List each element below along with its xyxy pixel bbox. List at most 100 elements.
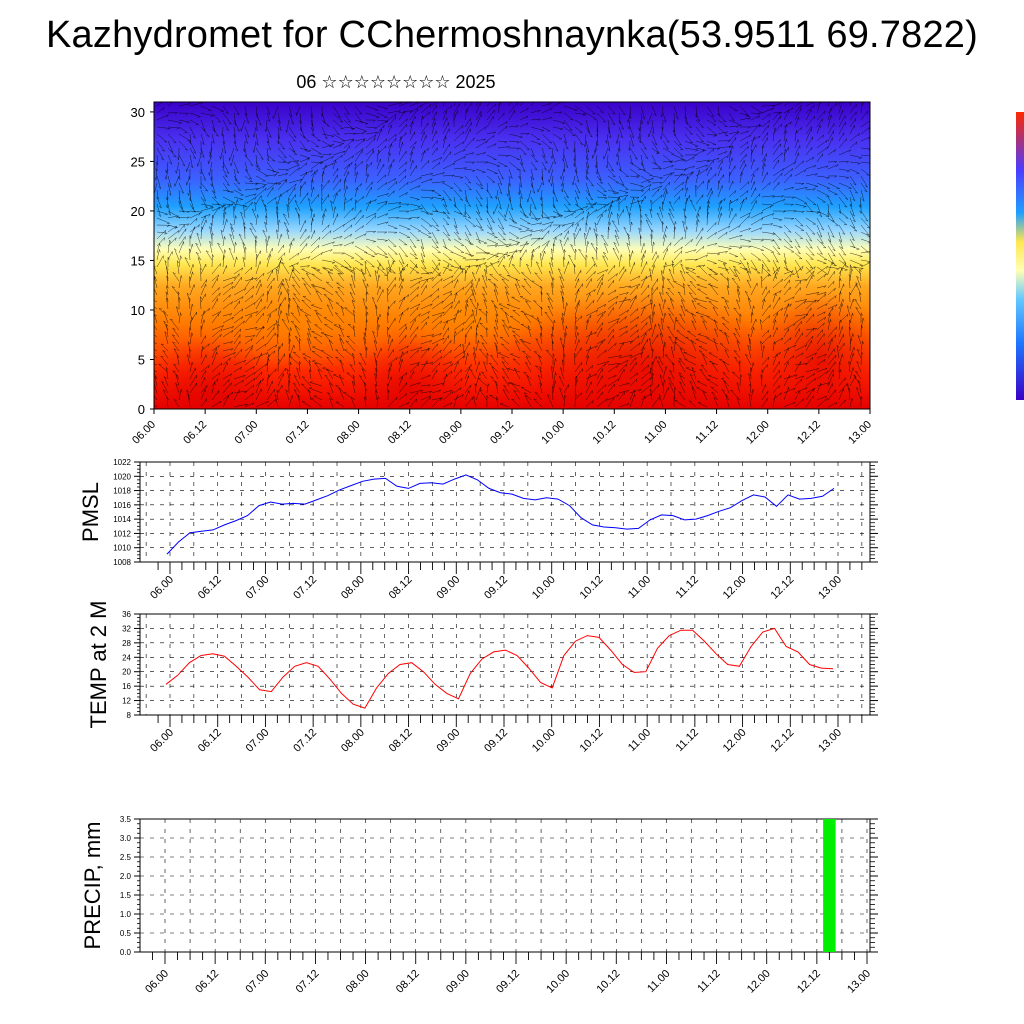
colorbar-swatch xyxy=(1016,112,1024,400)
x-tick-label: 12.00 xyxy=(721,727,749,755)
x-tick-label: 07.12 xyxy=(291,574,319,602)
x-tick-label: 10.00 xyxy=(539,419,567,447)
x-tick-label: 07.12 xyxy=(294,968,322,996)
precip-bar xyxy=(823,819,836,952)
y-tick-label: 0 xyxy=(138,402,145,417)
y-tick-label: 28 xyxy=(122,639,131,648)
y-tick-label: 3.0 xyxy=(120,834,132,843)
y-axis-title: TEMP at 2 M xyxy=(86,601,111,729)
y-tick-label: 25 xyxy=(131,154,145,169)
y-tick-label: 5 xyxy=(138,352,145,367)
y-tick-label: 1014 xyxy=(113,515,131,524)
y-tick-label: 1016 xyxy=(113,501,131,510)
y-tick-label: 16 xyxy=(122,682,131,691)
x-tick-label: 06.00 xyxy=(130,419,158,447)
x-tick-label: 09.00 xyxy=(434,574,462,602)
x-tick-label: 10.12 xyxy=(590,419,618,447)
x-tick-label: 09.12 xyxy=(494,968,522,996)
y-tick-label: 24 xyxy=(122,653,131,662)
x-tick-label: 08.12 xyxy=(394,968,422,996)
y-tick-label: 20 xyxy=(131,204,145,219)
x-tick-label: 12.00 xyxy=(744,419,772,447)
heatmap-warm-cores xyxy=(154,285,870,409)
x-tick-label: 11.00 xyxy=(645,968,672,995)
series-line xyxy=(165,627,834,709)
y-tick-label: 1.5 xyxy=(120,891,132,900)
x-tick-label: 10.12 xyxy=(578,574,606,602)
y-tick-label: 36 xyxy=(122,610,131,619)
x-tick-label: 11.00 xyxy=(626,574,653,601)
x-tick-label: 06.12 xyxy=(181,419,209,447)
y-tick-label: 20 xyxy=(122,668,131,677)
x-tick-label: 07.12 xyxy=(291,727,319,755)
x-tick-label: 08.12 xyxy=(387,727,415,755)
y-tick-label: 8 xyxy=(127,711,132,720)
y-tick-label: 0.0 xyxy=(120,948,132,957)
x-tick-label: 13.00 xyxy=(816,727,844,755)
x-tick-label: 10.00 xyxy=(530,727,558,755)
x-tick-label: 08.00 xyxy=(339,727,367,755)
x-tick-label: 12.12 xyxy=(768,727,796,755)
colorbar-legend xyxy=(1016,112,1024,400)
x-tick-label: 09.12 xyxy=(488,419,516,447)
y-tick-label: 15 xyxy=(131,253,145,268)
y-axis-title: PRECIP, mm xyxy=(80,822,105,950)
x-tick-label: 06.12 xyxy=(196,574,224,602)
y-tick-label: 2.0 xyxy=(120,872,132,881)
x-tick-label: 07.12 xyxy=(284,419,312,447)
y-tick-label: 1008 xyxy=(113,558,131,567)
y-tick-label: 3.5 xyxy=(120,815,132,824)
cross-section-panel: 0 5 10 15 20 25 30 06.00 06.12 07.00 07.12 08.00 08.… xyxy=(130,101,874,447)
x-tick-label: 11.12 xyxy=(693,419,720,446)
page-title: Kazhydromet for CChermoshnaynka(53.9511 … xyxy=(46,14,978,56)
y-tick-label: 1018 xyxy=(113,487,131,496)
x-tick-label: 08.00 xyxy=(344,968,372,996)
x-tick-label: 08.12 xyxy=(387,574,415,602)
y-tick-label: 32 xyxy=(122,624,131,633)
x-tick-label: 09.12 xyxy=(482,574,510,602)
x-tick-label: 12.00 xyxy=(745,968,773,996)
plot-frame xyxy=(139,461,871,563)
x-tick-label: 09.00 xyxy=(437,419,465,447)
series-line xyxy=(166,474,835,555)
x-tick-label: 06.00 xyxy=(148,727,176,755)
x-tick-label: 10.00 xyxy=(530,574,558,602)
x-tick-label: 12.00 xyxy=(721,574,749,602)
x-tick-label: 06.00 xyxy=(143,968,171,996)
temp-panel: 8 12 16 20 24 28 32 36 06.00 06.12 07.00 07.12 08.00… xyxy=(86,601,878,755)
x-tick-label: 09.00 xyxy=(434,727,462,755)
x-tick-label: 10.00 xyxy=(544,968,572,996)
x-tick-label: 08.00 xyxy=(335,419,363,447)
y-tick-label: 2.5 xyxy=(120,853,132,862)
x-tick-label: 10.12 xyxy=(594,968,622,996)
y-tick-label: 12 xyxy=(122,697,131,706)
y-tick-label: 1020 xyxy=(113,472,131,481)
x-tick-label: 11.12 xyxy=(674,574,701,601)
x-tick-label: 07.00 xyxy=(244,574,272,602)
x-tick-label: 06.00 xyxy=(148,574,176,602)
x-tick-label: 11.12 xyxy=(695,968,722,995)
y-tick-label: 30 xyxy=(131,105,145,120)
chart-subtitle: 06 ☆☆☆☆☆☆☆☆ 2025 xyxy=(296,72,496,92)
y-tick-label: 1010 xyxy=(113,544,131,553)
y-tick-label: 10 xyxy=(131,303,145,318)
x-tick-label: 11.00 xyxy=(626,727,653,754)
x-tick-label: 10.12 xyxy=(578,727,606,755)
x-tick-label: 09.00 xyxy=(444,968,472,996)
x-tick-label: 11.00 xyxy=(642,419,669,446)
x-tick-label: 07.00 xyxy=(232,419,260,447)
x-tick-label: 11.12 xyxy=(674,727,701,754)
x-tick-label: 13.00 xyxy=(816,574,844,602)
x-tick-label: 08.12 xyxy=(386,419,414,447)
x-tick-label: 06.12 xyxy=(193,968,221,996)
x-tick-label: 13.00 xyxy=(846,419,874,447)
y-tick-label: 0.5 xyxy=(120,929,132,938)
plot-frame xyxy=(139,818,871,953)
x-tick-label: 08.00 xyxy=(339,574,367,602)
plot-frame xyxy=(139,613,871,716)
y-axis-title: PMSL xyxy=(78,482,103,542)
y-tick-label: 1012 xyxy=(113,529,131,538)
y-tick-label: 1022 xyxy=(113,458,131,467)
x-tick-label: 12.12 xyxy=(795,968,823,996)
